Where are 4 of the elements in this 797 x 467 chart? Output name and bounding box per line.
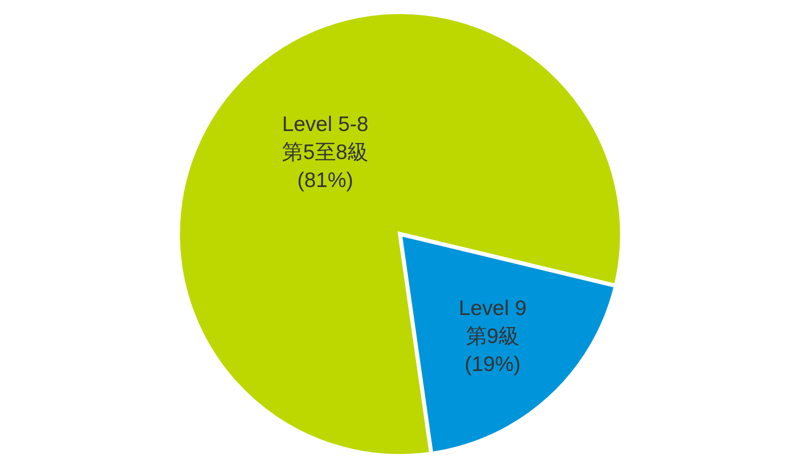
data-label: (81%) xyxy=(297,168,354,192)
slice-label: Level 5-8 第5至8級 xyxy=(282,112,368,164)
slice-label: Level 9 第9級 xyxy=(458,296,527,348)
data-label: (19%) xyxy=(464,352,521,376)
